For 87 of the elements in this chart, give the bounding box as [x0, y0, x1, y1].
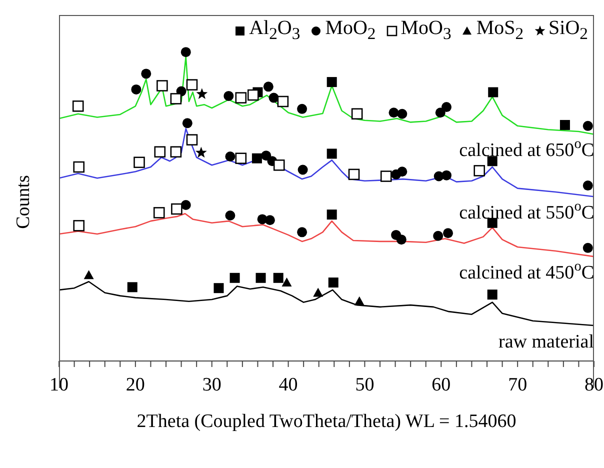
- point: [397, 166, 408, 177]
- point: [224, 90, 234, 101]
- point: [252, 153, 262, 164]
- x-axis-title: 2Theta (Coupled TwoTheta/Theta) WL = 1.54060: [136, 411, 516, 432]
- point: [297, 227, 308, 238]
- point: [196, 88, 208, 99]
- point: [154, 146, 166, 158]
- point: [348, 168, 360, 180]
- point: [313, 288, 324, 297]
- point: [397, 108, 408, 119]
- point: [84, 270, 94, 280]
- point: [273, 272, 284, 283]
- point: [141, 68, 152, 79]
- point: [354, 296, 364, 306]
- point: [326, 148, 337, 159]
- series-label: raw material: [498, 331, 594, 352]
- point: [263, 82, 274, 92]
- point: [182, 118, 192, 128]
- point: [582, 180, 593, 191]
- x-tick-label: 10: [50, 374, 68, 396]
- point: [131, 84, 142, 94]
- legend-label: SiO$_{2}$: [548, 17, 588, 44]
- point: [560, 120, 570, 130]
- point: [170, 146, 182, 158]
- point: [297, 104, 308, 114]
- point: [487, 156, 498, 166]
- point: [225, 151, 236, 162]
- point: [351, 108, 363, 120]
- point: [186, 79, 198, 90]
- point: [171, 203, 182, 215]
- x-tick-label: 80: [584, 374, 604, 396]
- x-tick-label: 40: [278, 374, 298, 396]
- legend-label: MoO$_{2}$: [325, 17, 376, 44]
- point: [225, 210, 236, 220]
- point: [474, 165, 486, 176]
- point: [261, 150, 272, 161]
- x-tick-label: 50: [355, 374, 374, 396]
- x-tick-label: 20: [126, 374, 145, 396]
- point: [328, 278, 338, 288]
- legend-label: Al$_{2}$O$_{3}$: [249, 17, 300, 44]
- point: [264, 215, 275, 226]
- series-label: calcined at 450$^{o}$C: [459, 258, 594, 284]
- point: [582, 242, 593, 253]
- point: [256, 272, 266, 283]
- legend-label: MoO$_{3}$: [400, 17, 452, 44]
- point: [326, 77, 337, 88]
- point: [153, 207, 165, 218]
- point: [195, 146, 207, 158]
- point: [441, 170, 452, 180]
- x-tick-label: 70: [508, 374, 528, 396]
- point: [180, 200, 191, 210]
- point: [326, 210, 337, 220]
- point: [582, 120, 593, 131]
- point: [435, 108, 446, 118]
- point: [235, 152, 247, 164]
- point: [186, 134, 198, 146]
- point: [73, 161, 85, 173]
- point: [214, 283, 224, 294]
- point: [247, 89, 259, 101]
- point: [230, 272, 240, 283]
- point: [72, 100, 84, 112]
- series-label: calcined at 550$^{o}$C: [459, 198, 594, 224]
- series-label: calcined at 650$^{o}$C: [459, 136, 594, 162]
- x-tick-label: 30: [202, 374, 222, 396]
- point: [273, 159, 285, 171]
- x-tick-label: 60: [432, 374, 451, 396]
- y-axis-title: Counts: [13, 174, 35, 228]
- point: [235, 92, 247, 104]
- point: [170, 93, 182, 104]
- point: [180, 47, 191, 58]
- point: [277, 96, 289, 108]
- point: [282, 278, 292, 287]
- point: [134, 156, 145, 168]
- point: [487, 290, 498, 300]
- point: [396, 234, 406, 245]
- point: [73, 220, 85, 232]
- point: [268, 92, 279, 103]
- point: [156, 80, 168, 92]
- legend-label: MoS$_{2}$: [476, 17, 524, 44]
- point: [488, 87, 498, 98]
- point: [443, 228, 454, 238]
- point: [388, 108, 399, 118]
- point: [127, 282, 138, 292]
- point: [380, 170, 392, 182]
- point: [433, 230, 444, 241]
- point: [441, 102, 452, 112]
- point: [298, 164, 308, 175]
